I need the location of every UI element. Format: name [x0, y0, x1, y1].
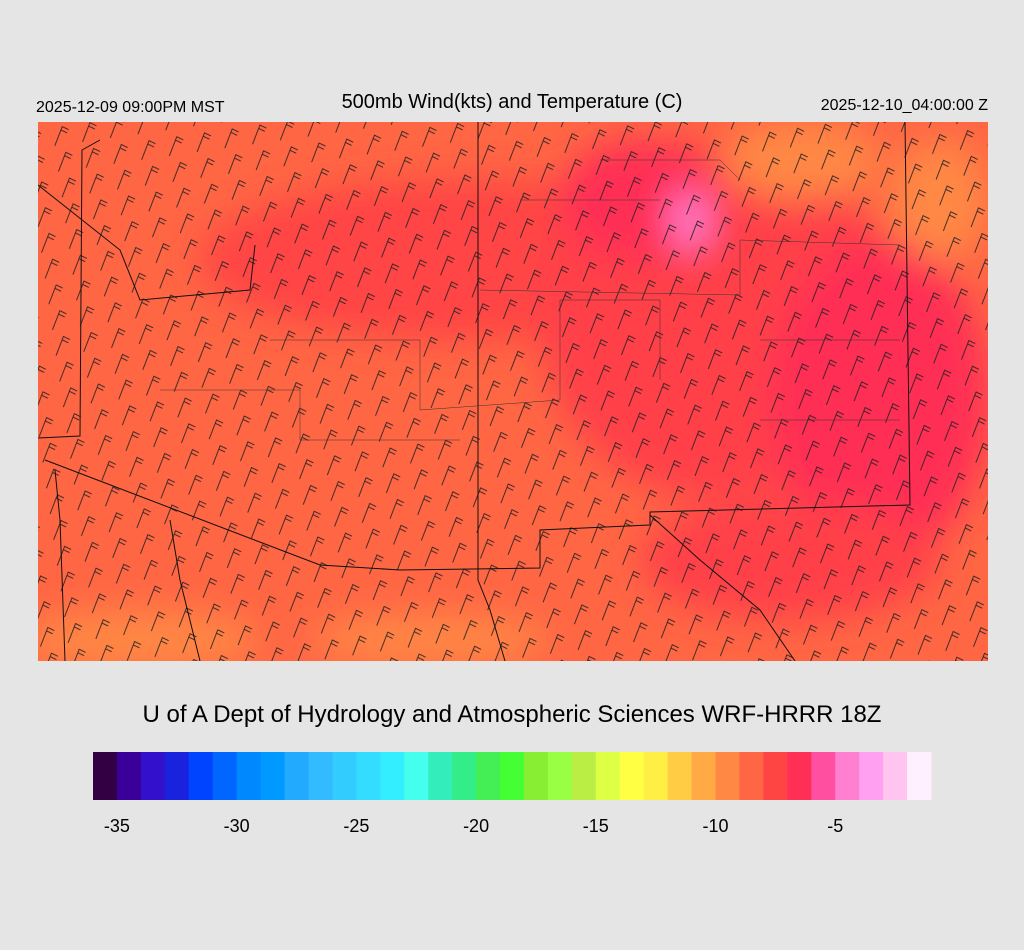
colorbar-swatch: [811, 752, 836, 800]
map-title: 500mb Wind(kts) and Temperature (C): [342, 91, 683, 113]
colorbar-swatch: [595, 752, 621, 800]
colorbar-swatch: [140, 752, 166, 800]
colorbar-swatch: [380, 752, 405, 800]
colorbar-tick-label: -25: [343, 816, 369, 836]
colorbar-swatch: [835, 752, 860, 800]
colorbar-swatch: [500, 752, 525, 800]
colorbar-tick-label: -10: [703, 816, 729, 836]
colorbar-swatch: [907, 752, 932, 800]
colorbar-swatch: [236, 752, 262, 800]
colorbar-swatch: [619, 752, 645, 800]
colorbar-swatch: [284, 752, 309, 800]
colorbar-swatch: [643, 752, 669, 800]
colorbar-swatch: [691, 752, 717, 800]
colorbar-swatch: [883, 752, 908, 800]
valid-local-time: 2025-12-09 09:00PM MST: [36, 99, 225, 116]
colorbar-swatch: [260, 752, 286, 800]
colorbar-tick-label: -5: [827, 816, 843, 836]
credit: U of A Dept of Hydrology and Atmospheric…: [143, 701, 882, 728]
colorbar-swatch: [116, 752, 142, 800]
colorbar-swatch: [547, 752, 573, 800]
colorbar-tick-label: -20: [463, 816, 489, 836]
colorbar-swatch: [571, 752, 597, 800]
colorbar-swatch: [93, 752, 118, 800]
colorbar-tick-label: -35: [104, 816, 130, 836]
colorbar-swatch: [667, 752, 693, 800]
colorbar-swatch: [523, 752, 549, 800]
temperature-map: [38, 122, 988, 661]
colorbar-swatch: [763, 752, 788, 800]
colorbar-swatch: [212, 752, 238, 800]
colorbar-swatch: [715, 752, 740, 800]
colorbar-swatch: [188, 752, 214, 800]
colorbar-swatch: [332, 752, 357, 800]
colorbar-swatch: [308, 752, 333, 800]
colorbar: -35 -30 -25 -20 -15 -10 -5: [93, 752, 932, 836]
colorbar-swatch: [476, 752, 501, 800]
colorbar-swatch: [428, 752, 453, 800]
colorbar-swatch: [164, 752, 190, 800]
colorbar-swatch: [739, 752, 764, 800]
colorbar-swatch: [356, 752, 381, 800]
valid-utc-time: 2025-12-10_04:00:00 Z: [821, 97, 988, 114]
colorbar-tick-label: -30: [224, 816, 250, 836]
colorbar-swatch: [859, 752, 884, 800]
colorbar-swatch: [452, 752, 477, 800]
colorbar-tick-label: -15: [583, 816, 609, 836]
colorbar-swatch: [404, 752, 429, 800]
colorbar-swatch: [787, 752, 812, 800]
